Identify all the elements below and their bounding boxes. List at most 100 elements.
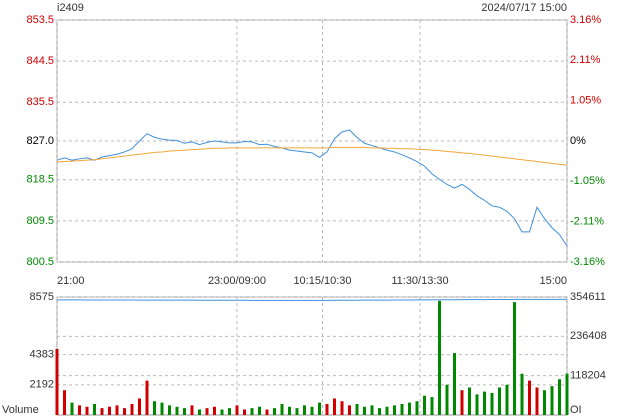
volume-bar	[550, 386, 554, 415]
y2-tick-label: 2.11%	[570, 54, 601, 66]
y-tick-label: 853.5	[26, 14, 54, 26]
volume-bar	[168, 405, 171, 415]
volume-bar	[475, 394, 479, 415]
y2-tick-label: 236408	[570, 330, 607, 342]
volume-bar	[280, 403, 284, 415]
volume-bar	[505, 384, 509, 415]
y2-tick-label: 118204	[570, 370, 606, 382]
volume-bar	[250, 408, 254, 415]
series-line	[56, 298, 568, 301]
x-tick-label: 23:00/09:00	[208, 275, 266, 287]
volume-bar	[385, 406, 389, 415]
volume-bar	[213, 406, 216, 415]
volume-bar	[535, 387, 539, 415]
y-tick-label: 827.0	[26, 135, 54, 147]
volume-bar	[198, 409, 201, 415]
symbol: i2409	[57, 2, 84, 14]
volume-bar	[543, 390, 546, 415]
volume-bar	[303, 405, 306, 415]
volume-bar	[288, 406, 291, 415]
y-tick-label: 818.5	[26, 174, 54, 186]
volume-bar	[130, 403, 134, 415]
volume-bar	[160, 402, 164, 415]
volume-bar	[190, 405, 194, 415]
datetime: 2024/07/17 15:00	[481, 2, 567, 14]
x-tick-label: 15:00	[539, 275, 567, 287]
volume-bar	[78, 405, 81, 415]
volume-bar	[115, 405, 119, 415]
y-tick-label: 844.5	[26, 55, 54, 67]
y2-tick-label: 1.05%	[570, 95, 601, 107]
volume-bar	[378, 408, 381, 415]
volume-bar	[370, 405, 374, 415]
x-tick-label: 11:30/13:30	[391, 275, 448, 287]
y-tick-label: 2192	[30, 379, 54, 391]
volume-bar	[93, 403, 96, 415]
volume-bar	[355, 403, 359, 415]
volume-label: Volume	[2, 404, 39, 416]
y2-tick-label: -3.16%	[570, 256, 605, 268]
volume-bar	[183, 408, 186, 415]
volume-bar	[325, 403, 329, 415]
volume-bar	[363, 406, 366, 415]
volume-bar	[348, 405, 351, 415]
volume-bar	[55, 348, 59, 415]
x-tick-label: 10:15/10:30	[293, 275, 351, 287]
volume-bar	[138, 398, 141, 415]
y-tick-label: 809.5	[26, 215, 54, 227]
series-line	[56, 129, 568, 247]
volume-bar	[400, 403, 404, 415]
volume-bar	[175, 406, 179, 415]
volume-bar	[468, 387, 471, 415]
volume-bar	[333, 398, 336, 415]
volume-bar	[295, 408, 299, 415]
oi-label: OI	[570, 404, 582, 416]
x-tick-label: 21:00	[57, 275, 85, 287]
volume-bar	[258, 406, 261, 415]
y2-tick-label: 0%	[570, 135, 586, 147]
volume-bar	[220, 409, 224, 415]
volume-bar	[438, 300, 441, 415]
volume-bar	[453, 353, 456, 415]
volume-bar	[423, 395, 426, 415]
volume-bar	[430, 397, 434, 415]
volume-bar	[273, 408, 276, 415]
volume-bar	[528, 380, 531, 415]
volume-bar	[243, 409, 246, 415]
volume-bar	[63, 390, 66, 415]
volume-bar	[415, 401, 419, 415]
y-tick-label: 8575	[30, 291, 54, 303]
volume-bar	[490, 392, 494, 415]
volume-bar	[340, 401, 344, 415]
y2-tick-label: 3.16%	[570, 14, 601, 26]
volume-bar	[235, 405, 239, 415]
volume-bar	[460, 390, 464, 415]
volume-bar	[483, 391, 486, 415]
y-tick-label: 4383	[30, 349, 54, 361]
volume-bar	[265, 409, 269, 415]
volume-bar	[520, 373, 524, 415]
volume-bar	[100, 408, 104, 415]
y2-tick-label: -1.05%	[570, 175, 605, 187]
volume-bar	[393, 405, 396, 415]
y2-tick-label: 354611	[570, 291, 606, 303]
volume-bar	[310, 406, 314, 415]
volume-bar	[145, 380, 149, 415]
volume-bar	[70, 402, 74, 415]
series-line	[56, 146, 568, 166]
volume-bar	[498, 387, 501, 415]
volume-bar	[85, 406, 89, 415]
y-tick-label: 835.5	[26, 96, 54, 108]
volume-bar	[153, 401, 156, 415]
y2-tick-label: -2.11%	[570, 216, 604, 228]
volume-bar	[108, 406, 111, 415]
volume-bar	[565, 373, 569, 415]
volume-bar	[558, 379, 561, 415]
volume-bar	[445, 384, 449, 415]
volume-bar	[513, 302, 516, 415]
volume-bar	[123, 408, 126, 415]
y-tick-label: 800.5	[26, 256, 54, 268]
volume-bar	[228, 408, 231, 415]
volume-bar	[408, 402, 411, 415]
